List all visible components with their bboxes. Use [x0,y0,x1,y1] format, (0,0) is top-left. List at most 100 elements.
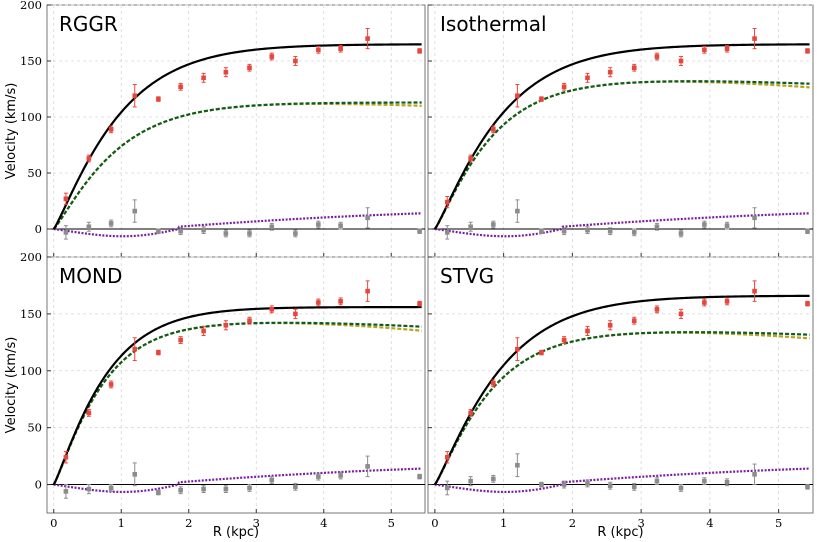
x-tick-label: 5 [775,516,782,530]
total-model-curve [52,43,422,230]
observed-point [316,47,321,53]
residual-point [132,208,138,214]
residual-point [561,482,567,487]
residual-point [223,486,229,492]
observed-point [86,156,92,161]
residual-point [724,223,730,228]
residual-point [444,485,450,491]
observed-point [108,382,114,387]
residual-point [654,478,660,484]
residual-point [417,474,422,479]
observed-point [293,311,298,317]
panel-title: RGGR [59,12,118,36]
residual-point [515,208,520,214]
x-tick-label: 0 [431,516,438,530]
observed-point [365,36,370,41]
observed-point [702,300,707,305]
residual-point [417,228,422,234]
residual-point [293,484,298,490]
observed-point [752,288,757,294]
residual-point [515,462,520,468]
observed-point [654,307,660,312]
observed-point [132,346,138,352]
residual-point [678,485,684,491]
observed-point [269,307,275,312]
observed-point [338,299,343,304]
observed-point [293,58,298,64]
observed-point [539,350,544,355]
observed-point [223,322,229,328]
observed-point [607,69,613,75]
residual-point [752,215,757,221]
residual-point [269,477,275,483]
residual-point [86,224,92,230]
y-tick-label: 100 [20,364,42,378]
plot-frame [46,256,426,514]
observed-point [365,288,370,294]
x-axis-label: R (kpc) [213,525,259,540]
x-tick-label: 0 [50,516,57,530]
panel-title: MOND [59,264,122,288]
y-tick-label: 50 [27,421,42,435]
observed-point [444,199,450,205]
residual-point [156,228,161,234]
chart-panel-rggr: 0 50 100 150 200 RGGR Velocity (km/s) [4,0,426,258]
observed-point [269,54,275,59]
observed-point [515,346,520,352]
observed-point [156,350,161,355]
x-tick-label: 4 [706,516,713,530]
observed-point [178,337,183,343]
dark-component-curve [52,101,422,230]
y-axis-label: Velocity (km/s) [4,337,19,434]
residual-point [156,490,161,495]
residual-point [805,484,810,490]
observed-point [607,322,613,328]
residual-point [654,224,660,230]
x-tick-label: 5 [388,516,395,530]
residual-point [607,228,613,234]
residual-point [561,228,567,234]
observed-point [468,156,473,161]
residual-point [444,230,450,235]
observed-point [515,93,520,99]
observed-point [201,75,206,81]
residual-point [468,478,473,484]
residual-point [491,476,496,482]
residual-point [539,482,544,487]
observed-point [724,299,730,304]
observed-point [86,410,92,416]
observed-point [805,48,810,54]
y-tick-label: 0 [35,222,42,236]
residual-point [607,483,613,488]
residual-point [365,215,370,221]
observed-point [468,410,473,416]
residual-point [702,222,707,227]
observed-point [201,328,206,334]
residual-point [585,481,590,486]
residual-point [86,486,92,492]
observed-point [338,46,343,51]
observed-point [316,300,321,305]
observed-point [156,96,161,102]
observed-point [678,311,684,317]
observed-point [63,454,69,460]
residual-point [108,221,114,226]
observed-point [178,84,183,90]
observed-point [752,36,757,41]
x-tick-label: 1 [118,516,125,530]
residual-point [678,231,684,236]
x-tick-label: 1 [500,516,507,530]
residual-point [247,485,252,491]
panel-title: Isothermal [440,12,547,36]
residual-point [316,474,321,479]
observed-point [247,318,252,324]
baryon-curve [434,212,810,238]
residual-point [247,231,252,236]
residual-point [63,489,69,494]
y-tick-label: 0 [35,478,42,492]
observed-point [63,196,69,202]
residual-point [491,222,496,227]
residual-point [293,231,298,236]
observed-point [132,93,138,99]
